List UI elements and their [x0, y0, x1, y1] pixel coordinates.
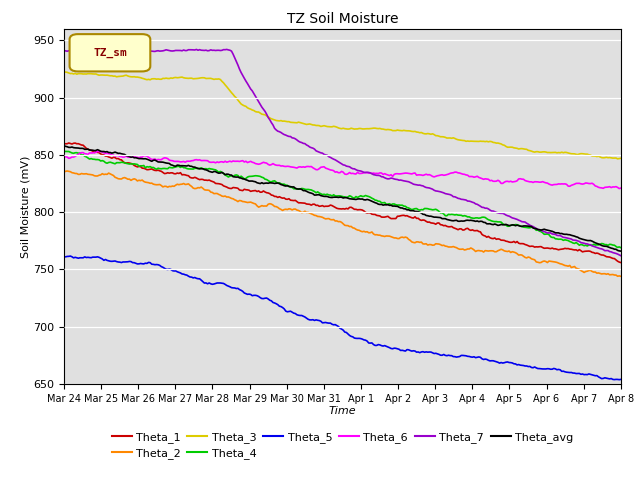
X-axis label: Time: Time: [328, 407, 356, 417]
Title: TZ Soil Moisture: TZ Soil Moisture: [287, 12, 398, 26]
Legend: Theta_1, Theta_2, Theta_3, Theta_4, Theta_5, Theta_6, Theta_7, Theta_avg: Theta_1, Theta_2, Theta_3, Theta_4, Thet…: [107, 427, 578, 464]
FancyBboxPatch shape: [70, 34, 150, 72]
Y-axis label: Soil Moisture (mV): Soil Moisture (mV): [20, 155, 30, 258]
Text: TZ_sm: TZ_sm: [93, 48, 127, 58]
